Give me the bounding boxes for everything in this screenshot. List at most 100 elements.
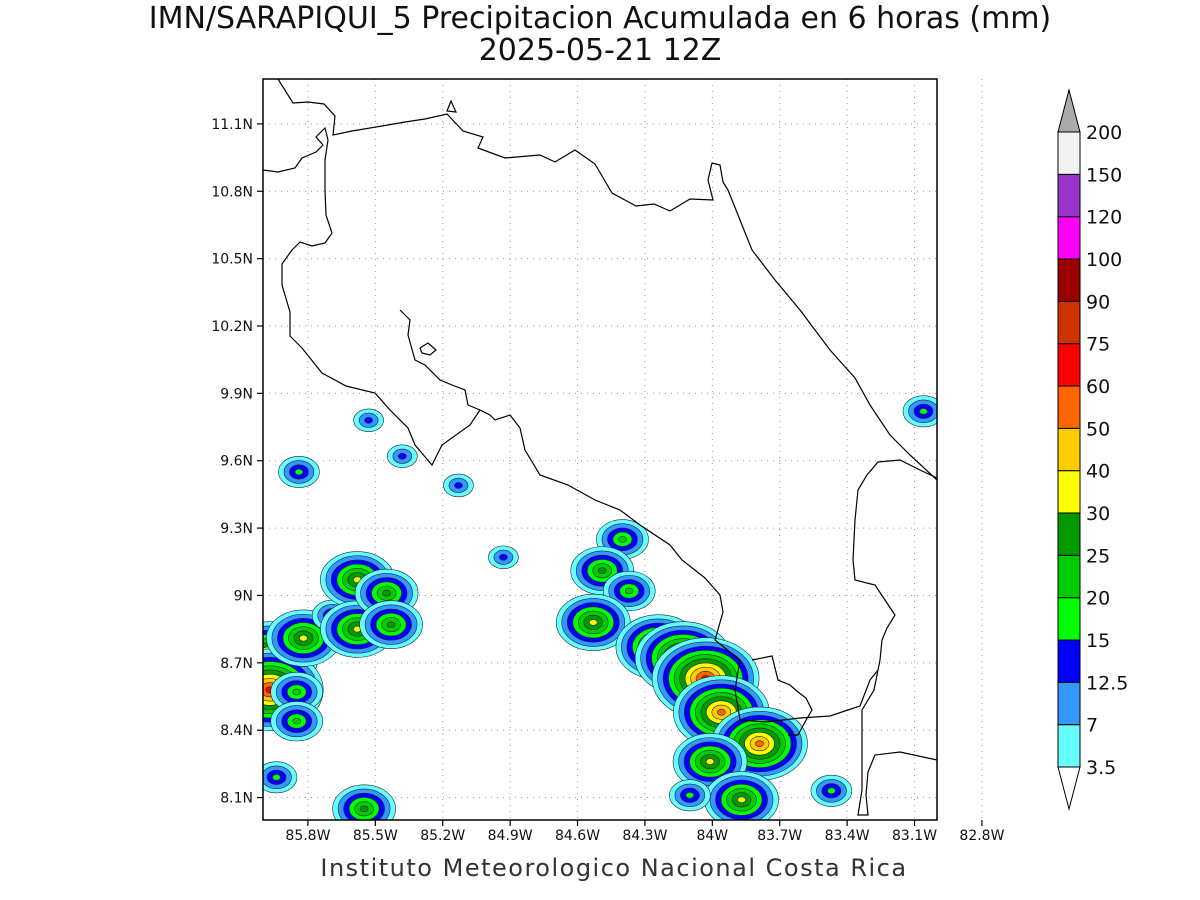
map-subtitle-datetime: 2025-05-21 12Z [478,33,722,68]
precip-band [272,774,281,781]
colorbar-segment [1057,554,1081,599]
lon-tick-label: 84W [696,828,728,844]
colorbar-segment [1057,343,1081,387]
lat-tick-label: 8.1N [220,791,253,807]
colorbar-segment [1057,639,1081,683]
precip-band [990,159,1009,173]
precip-band [985,155,1015,178]
precip-cell [386,444,418,468]
precip-band [685,791,695,799]
precip-band [499,553,508,561]
lat-tick-label: 10.5N [211,252,253,268]
precip-cell [488,545,519,569]
precip-band [996,164,1004,170]
colorbar-segment [1057,427,1081,472]
precip-band [827,787,836,795]
precip-band [755,740,764,747]
lat-tick-label: 8.4N [220,723,253,739]
precip-cell [974,147,1026,187]
lat-tick-label: 10.2N [211,319,253,335]
colorbar-segment [1057,385,1081,429]
colorbar-top-arrow [1057,88,1081,133]
colorbar-segment [1057,470,1081,514]
precip-band [588,619,598,626]
precip-band [974,147,1026,187]
precip-cell [332,784,396,820]
colorbar-label: 15 [1086,630,1110,652]
precip-band [299,634,308,642]
precipitation-layer [263,119,1026,820]
precip-band [382,589,391,597]
lon-tick-label: 84.6W [555,828,600,844]
colorbar-segment [1057,258,1081,302]
colorbar-label: 200 [1086,122,1122,144]
precip-band [618,536,627,543]
lat-tick-label: 9.9N [220,386,253,402]
lon-tick-label: 82.8W [959,828,1004,844]
colorbar-segment [1057,216,1081,260]
lon-tick-label: 85.2W [420,828,465,844]
colorbar-label: 40 [1086,461,1110,483]
precip-cell [263,761,298,794]
precip-band [624,587,634,595]
institution-footer: Instituto Meteorologico Nacional Costa R… [320,854,908,882]
coastline-north [277,79,729,212]
colorbar-label: 12.5 [1086,672,1128,694]
lat-tick-label: 9.6N [220,454,253,470]
precip-band [397,452,407,460]
colorbar-label: 20 [1086,588,1110,610]
lon-tick-label: 85.5W [353,828,398,844]
coastline-pacific-nicoya [263,126,937,816]
plot-area [263,79,937,820]
lat-tick-label: 11.1N [211,117,253,133]
colorbar-segment [1057,300,1081,345]
precip-cell [902,395,937,428]
precip-cell [986,119,1005,133]
precip-cell [270,671,324,713]
colorbar-label: 60 [1086,376,1110,398]
precip-cell [443,473,474,498]
precip-band [919,408,928,415]
lon-tick-label: 85.8W [285,828,330,844]
colorbar-bottom-arrow [1057,766,1081,811]
map-title: IMN/SARAPIQUI_5 Precipitacion Acumulada … [148,1,1052,36]
precip-band [991,123,999,129]
precip-cell [810,774,853,807]
precip-band [294,468,304,476]
precip-band [717,708,726,716]
lat-tick-label: 9.3N [220,521,253,537]
colorbar-label: 50 [1086,418,1110,440]
colorbar-segment [1057,131,1081,175]
colorbar-label: 100 [1086,249,1122,271]
lon-tick-label: 84.9W [488,828,533,844]
precip-band [386,621,396,628]
precip-cell [711,706,808,781]
country-border-panama [852,459,937,671]
colorbar-segment [1057,724,1081,768]
precip-cell [359,600,423,649]
colorbar-label: 3.5 [1086,757,1116,779]
colorbar-segment [1057,173,1081,218]
plot-frame [262,78,938,821]
precip-band [597,567,607,575]
colorbar-label: 7 [1086,715,1098,737]
colorbar: 3.5 7 12.5 15 20 25 30 40 50 60 75 90 100 120 150 200 [1057,88,1128,811]
precip-cell [353,408,384,433]
precip-band [292,688,302,696]
precip-band [705,758,715,765]
island-small-north [446,99,457,113]
coastline-osa-peninsula [751,655,813,736]
coastline-caribbean [727,189,937,481]
precip-cell [669,779,711,812]
lat-tick-label: 10.8N [211,184,253,200]
precip-band [737,796,746,804]
precip-cell [270,701,324,742]
axis-ticks: 11.1N 10.8N 10.5N 10.2N 9.9N 9.6N 9.3N 9N 8.7N 8.… [211,117,1004,844]
precip-band [454,482,463,489]
precip-band [364,417,373,424]
colorbar-label: 90 [1086,291,1110,313]
lon-tick-label: 83.1W [892,828,937,844]
precip-cell [704,771,779,820]
colorbar-segment [1057,597,1081,641]
lon-tick-label: 83.4W [825,828,870,844]
